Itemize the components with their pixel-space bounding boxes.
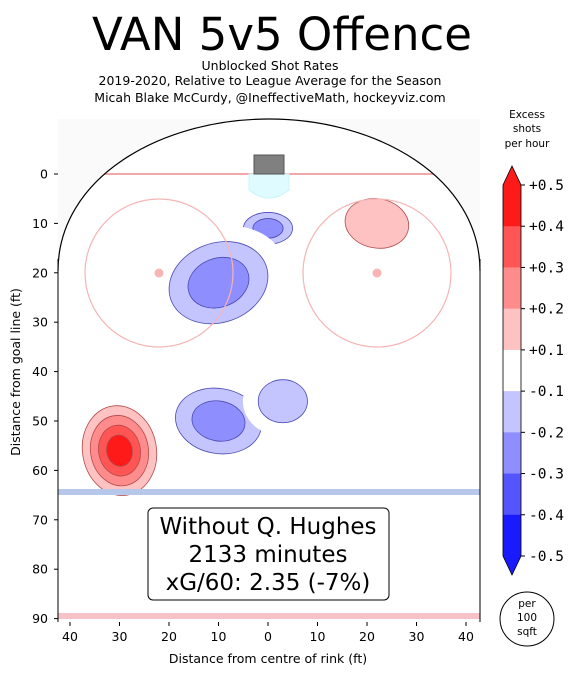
x-tick-label: 30 (112, 629, 128, 644)
x-tick-label: 10 (211, 629, 227, 644)
colorbar-title-line-2: shots (513, 123, 541, 135)
faceoff-dot-left (154, 268, 164, 278)
y-tick-label: 90 (32, 611, 48, 626)
colorbar-tick-label: +0.2 (529, 302, 564, 318)
colorbar-title-line-1: Excess (509, 109, 545, 121)
y-tick-label: 0 (40, 167, 48, 182)
x-tick-label: 30 (409, 629, 425, 644)
summary-line-3: xG/60: 2.35 (-7%) (166, 570, 371, 596)
chart-title: VAN 5v5 Offence (92, 8, 472, 61)
blue-line (58, 489, 480, 495)
y-tick-label: 20 (32, 265, 48, 280)
x-tick-label: 40 (62, 629, 78, 644)
colorbar-tick-label: +0.5 (529, 178, 564, 194)
colorbar-band (503, 391, 521, 433)
heatmap-region (58, 566, 94, 611)
heatmap-contour (257, 379, 308, 424)
heatmap-region (411, 489, 452, 540)
goal-crease (248, 173, 290, 199)
faceoff-circle-left (84, 198, 234, 348)
unit-badge: per 100 sqft (499, 591, 555, 647)
colorbar-tick-label: -0.1 (529, 384, 564, 400)
chart-subtitle-line-1: Unblocked Shot Rates (202, 58, 339, 73)
summary-box: Without Q. Hughes 2133 minutes xG/60: 2.… (147, 507, 390, 601)
heatmap-contour (77, 248, 162, 376)
centre-line (58, 613, 480, 619)
heatmap-contour (106, 434, 133, 467)
heatmap-region (242, 366, 323, 437)
colorbar-top-arrow (503, 166, 521, 185)
summary-line-2: 2133 minutes (189, 542, 348, 568)
colorbar-band (503, 349, 521, 392)
colorbar-band (503, 185, 521, 227)
x-tick-label: 20 (161, 629, 177, 644)
colorbar-tick-label: +0.4 (529, 219, 564, 235)
unit-badge-circle (499, 591, 555, 647)
y-axis-ticks: 0 10 20 30 40 50 60 70 80 90 (32, 167, 58, 626)
y-tick-label: 80 (32, 562, 48, 577)
y-tick-label: 10 (32, 216, 48, 231)
colorbar-tick-label: +0.1 (529, 343, 564, 359)
colorbar-band (503, 267, 521, 310)
faceoff-circle-right (302, 198, 452, 348)
rink-boards (57, 118, 481, 272)
colorbar-band (503, 226, 521, 268)
y-tick-label: 70 (32, 512, 48, 527)
x-tick-label: 10 (310, 629, 326, 644)
colorbar-tick-label: -0.2 (529, 425, 564, 441)
colorbar: Excess shots per hour +0.5+0.4+0.3+0.2+0… (502, 109, 564, 576)
y-tick-label: 40 (32, 364, 48, 379)
heatmap-region (74, 395, 165, 506)
y-tick-label: 50 (32, 414, 48, 429)
colorbar-tick-label: +0.3 (529, 260, 564, 276)
heatmap-contour (359, 373, 424, 469)
heatmap-contour (191, 400, 246, 442)
plot-area (57, 118, 481, 622)
faceoff-dot-right (372, 268, 382, 278)
colorbar-band (503, 432, 521, 475)
unit-badge-line-2: 100 (517, 612, 537, 624)
goal-net (253, 154, 285, 175)
y-tick-label: 30 (32, 315, 48, 330)
colorbar-bottom-arrow (503, 556, 521, 575)
x-tick-label: 0 (264, 629, 272, 644)
y-tick-label: 60 (32, 463, 48, 478)
heatmap-region (359, 373, 424, 469)
chart-subtitle-line-3: Micah Blake McCurdy, @IneffectiveMath, h… (94, 90, 445, 105)
x-tick-label: 40 (458, 629, 474, 644)
colorbar-title-line-3: per hour (505, 138, 551, 150)
unit-badge-line-1: per (518, 598, 536, 610)
colorbar-band (503, 308, 521, 351)
x-tick-label: 20 (359, 629, 375, 644)
chart-subtitle-line-2: 2019-2020, Relative to League Average fo… (99, 73, 442, 88)
colorbar-ticks: +0.5 +0.4 +0.3 +0.2 +0.1 -0.1 -0.2 -0.3 -0.4 -0.5 (521, 178, 564, 565)
x-axis-label: Distance from centre of rink (ft) (169, 651, 367, 666)
heatmap-contour (58, 566, 94, 611)
colorbar-band (503, 473, 521, 516)
heatmap-region (77, 248, 162, 376)
heatmap-contour (411, 489, 452, 540)
colorbar-band (503, 514, 521, 557)
heatmap-region (150, 225, 287, 340)
colorbar-segments (502, 165, 522, 576)
heatmap-contour (129, 201, 209, 246)
colorbar-tick-label: -0.5 (529, 549, 564, 565)
heatmap-contour (187, 256, 250, 309)
summary-line-1: Without Q. Hughes (159, 514, 376, 540)
colorbar-tick-label: -0.3 (529, 467, 564, 483)
colorbar-tick-label: -0.4 (529, 508, 564, 524)
y-axis-label: Distance from goal line (ft) (8, 288, 23, 456)
heatmap-region (129, 201, 209, 246)
summary-box-frame (147, 507, 390, 601)
unit-badge-line-3: sqft (517, 626, 537, 638)
x-axis-ticks: 40 30 20 10 0 10 20 30 40 (62, 622, 474, 644)
